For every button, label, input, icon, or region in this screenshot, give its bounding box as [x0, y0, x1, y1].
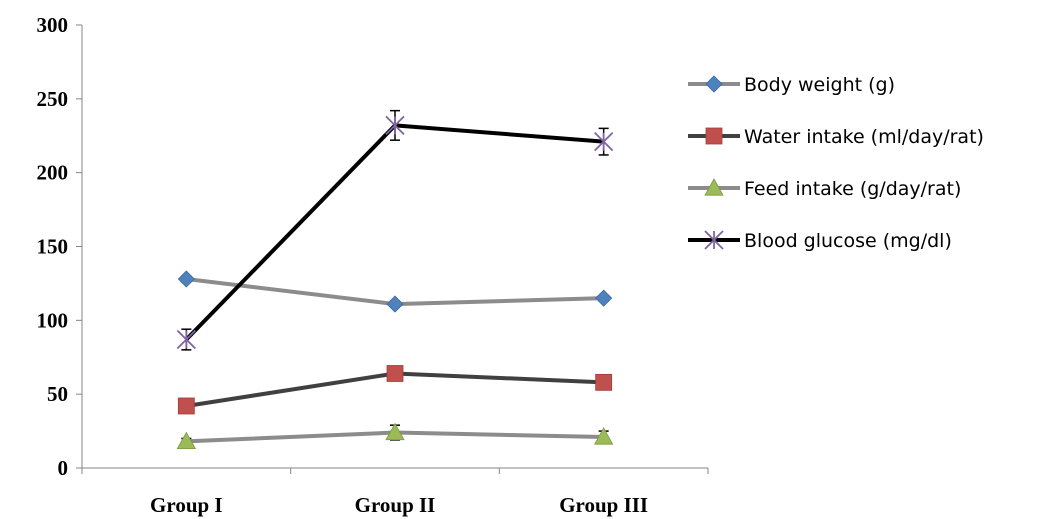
data-point-2 — [178, 398, 194, 414]
legend-label: Blood glucose (mg/dl) — [744, 230, 952, 252]
data-point-2 — [596, 374, 612, 390]
x-tick-label: Group II — [355, 493, 436, 517]
legend-marker — [706, 128, 722, 144]
data-point-2 — [387, 365, 403, 381]
legend: Body weight (g) Water intake (ml/day/rat)… — [688, 74, 984, 252]
y-tick-label: 250 — [37, 87, 69, 111]
y-tick-label: 100 — [37, 308, 69, 332]
data-point-1 — [387, 296, 403, 312]
chart-axes — [76, 25, 708, 474]
legend-label: Feed intake (g/day/rat) — [744, 178, 961, 200]
y-tick-label: 150 — [37, 235, 69, 259]
data-point-1 — [596, 290, 612, 306]
y-tick-label: 50 — [47, 382, 68, 406]
y-tick-label: 0 — [58, 456, 69, 480]
x-tick-label: Group I — [150, 493, 223, 517]
x-tick-label: Group III — [559, 493, 648, 517]
y-tick-label: 300 — [37, 13, 69, 37]
y-tick-label: 200 — [37, 161, 69, 185]
legend-marker — [706, 76, 722, 92]
tick-labels: 0 50 100 150 200 250 300 Group I Group II Group I… — [37, 13, 649, 517]
data-point-4 — [177, 331, 195, 349]
legend-label: Water intake (ml/day/rat) — [744, 126, 984, 148]
series-lines — [186, 125, 603, 441]
legend-label: Body weight (g) — [744, 74, 895, 96]
data-point-1 — [178, 271, 194, 287]
